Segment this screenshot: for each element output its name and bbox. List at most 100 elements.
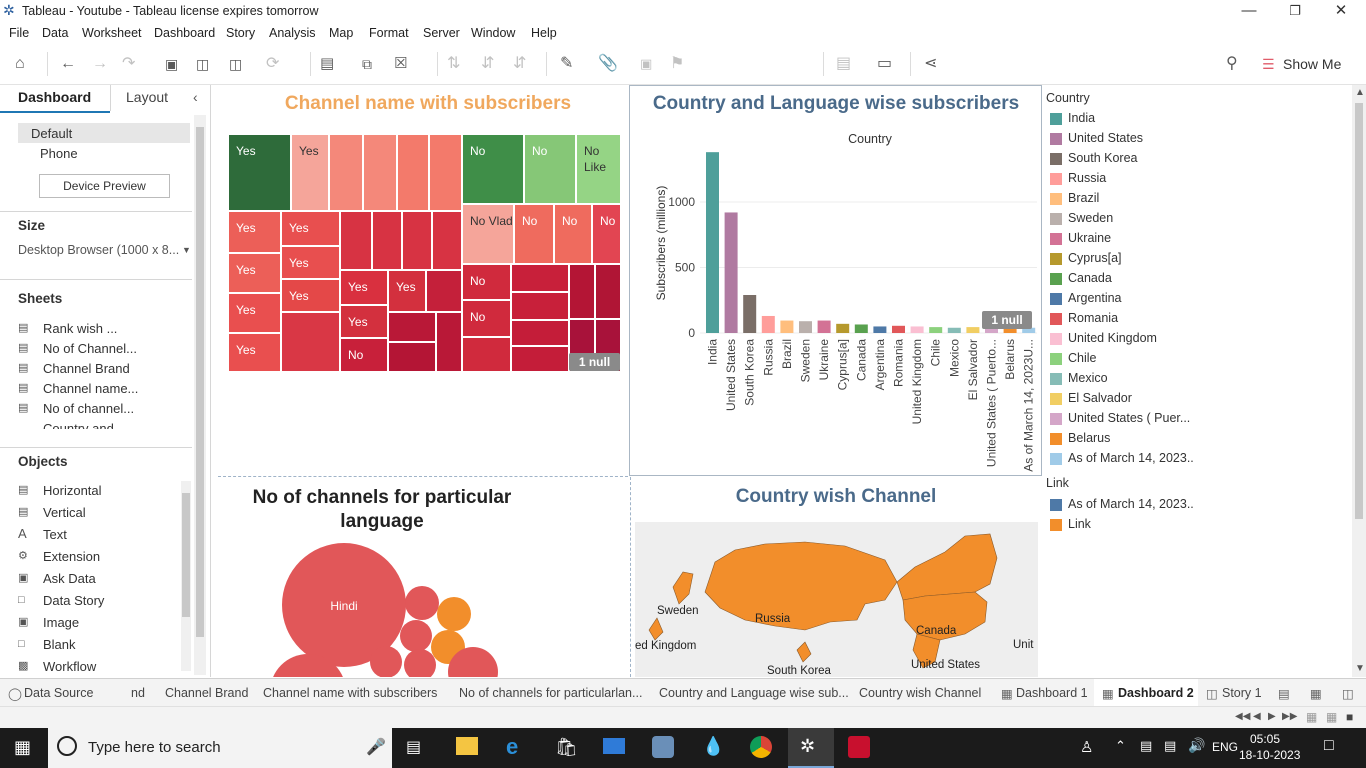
treemap-cell[interactable]: Yes — [228, 293, 281, 333]
task-view-icon[interactable]: ▤ — [406, 739, 422, 756]
bar[interactable] — [929, 327, 943, 333]
filmstrip-view-icon[interactable]: ▦ — [1326, 710, 1338, 724]
bubble-chart[interactable]: Hindi — [256, 540, 556, 677]
bubble[interactable] — [405, 586, 439, 620]
size-dropdown[interactable]: Desktop Browser (1000 x 8... — [18, 243, 180, 257]
treemap-cell[interactable]: Yes — [340, 270, 388, 305]
undo-icon[interactable]: ← — [60, 55, 76, 72]
object-workflow[interactable]: Workflow — [43, 659, 97, 674]
bar[interactable] — [706, 152, 719, 333]
grid-view-icon[interactable]: ▦ — [1306, 710, 1318, 724]
store-icon[interactable]: 🛍 — [555, 737, 578, 757]
language-indicator[interactable]: ENG — [1212, 740, 1239, 754]
tab-data-source[interactable]: Data Source — [24, 686, 94, 700]
treemap-cell[interactable] — [388, 312, 436, 342]
treemap-cell[interactable] — [511, 264, 569, 292]
treemap-cell[interactable] — [511, 346, 569, 372]
treemap-cell[interactable]: No — [462, 264, 511, 300]
bubble[interactable] — [370, 646, 402, 677]
bar[interactable] — [799, 321, 812, 333]
bar[interactable] — [966, 327, 980, 333]
tab-sheet[interactable]: Channel Brand — [165, 686, 249, 700]
tab-sheet[interactable]: Country wish Channel — [859, 686, 982, 700]
treemap-cell[interactable] — [426, 270, 462, 312]
tab-sheet[interactable]: Channel name with subscribers — [263, 686, 438, 700]
cards-icon[interactable]: ▤ — [836, 55, 852, 72]
home-icon[interactable]: ⌂ — [15, 55, 25, 72]
treemap-cell[interactable]: No Like — [576, 134, 621, 204]
paint-icon[interactable]: 💧 — [702, 736, 725, 756]
bar[interactable] — [724, 212, 738, 333]
group-icon[interactable]: 📎 — [598, 55, 618, 72]
treemap-cell[interactable]: Yes — [291, 134, 329, 211]
menu-dashboard[interactable]: Dashboard — [154, 26, 216, 40]
nav-last-icon[interactable]: ▶▶ — [1282, 711, 1298, 722]
map-russia[interactable] — [704, 541, 898, 631]
object-data-story[interactable]: Data Story — [43, 593, 105, 608]
treemap-cell[interactable]: Yes — [340, 305, 388, 338]
sheet-item[interactable]: No of Channel... — [43, 341, 137, 356]
app-icon[interactable] — [652, 736, 674, 758]
treemap-cell[interactable]: No — [340, 338, 388, 372]
treemap-cell[interactable] — [569, 264, 595, 319]
bar[interactable] — [947, 327, 961, 333]
treemap[interactable]: Yes Yes No No No Like Yes Yes No Vlad No… — [228, 134, 621, 372]
fix-axes-icon[interactable]: ⚑ — [670, 55, 685, 72]
menu-format[interactable]: Format — [369, 26, 409, 40]
refresh-icon[interactable]: ⟳ — [266, 55, 280, 72]
object-vertical[interactable]: Vertical — [43, 505, 86, 520]
wifi-icon[interactable]: ▤ — [1164, 738, 1177, 753]
tab-dashboard[interactable]: Dashboard — [18, 89, 92, 105]
tab-dashboard-2[interactable]: Dashboard 2 — [1118, 686, 1194, 700]
treemap-cell[interactable] — [402, 211, 432, 270]
bubble[interactable] — [400, 620, 432, 652]
object-ask-data[interactable]: Ask Data — [43, 571, 96, 586]
treemap-cell[interactable] — [363, 134, 397, 211]
nav-first-icon[interactable]: ◀◀ — [1235, 711, 1251, 722]
treemap-cell[interactable]: Yes — [228, 134, 291, 211]
nav-prev-icon[interactable]: ◀ — [1253, 711, 1261, 722]
menu-server[interactable]: Server — [423, 26, 460, 40]
tabs-view-icon[interactable]: ■ — [1346, 710, 1354, 724]
sheet-item[interactable]: No of channel... — [43, 401, 135, 416]
sort-descending-icon[interactable]: ⇵ — [513, 55, 527, 72]
treemap-cell[interactable] — [372, 211, 402, 270]
sheets-scrollbar[interactable] — [194, 115, 206, 675]
people-icon[interactable]: ♙ — [1080, 739, 1094, 756]
new-worksheet-tab-icon[interactable]: ▤ — [1278, 687, 1290, 701]
collapse-pane-icon[interactable]: ‹ — [193, 89, 198, 105]
minimize-button[interactable]: — — [1241, 2, 1257, 19]
scroll-up-icon[interactable]: ▲ — [1355, 87, 1365, 98]
bubble-hindi[interactable] — [282, 543, 406, 667]
map-us[interactable] — [902, 591, 988, 641]
volume-icon[interactable]: 🔊 — [1188, 737, 1206, 753]
treemap-cell[interactable]: Yes — [228, 211, 281, 253]
windows-start-icon[interactable]: ▦ — [14, 737, 32, 757]
bubble[interactable] — [437, 597, 471, 631]
treemap-cell[interactable] — [281, 312, 340, 372]
mail-icon[interactable] — [603, 738, 625, 754]
object-horizontal[interactable]: Horizontal — [43, 483, 102, 498]
pause-updates-icon[interactable]: ◫ — [229, 56, 243, 72]
show-me-button[interactable]: Show Me — [1283, 56, 1342, 72]
clock-date[interactable]: 18-10-2023 — [1239, 748, 1301, 762]
treemap-cell[interactable]: No — [554, 204, 592, 264]
notifications-icon[interactable]: □ — [1324, 737, 1334, 754]
treemap-cell[interactable] — [388, 342, 436, 372]
map[interactable]: Sweden Russia ed Kingdom South Korea Can… — [635, 522, 1038, 677]
clear-icon[interactable]: ☒ — [394, 55, 408, 72]
sheet-item[interactable]: Channel name... — [43, 381, 139, 396]
replay-icon[interactable]: ↷ — [122, 55, 136, 72]
bar[interactable] — [910, 326, 924, 333]
bar[interactable] — [873, 326, 887, 333]
duplicate-icon[interactable]: ⧉ — [362, 56, 372, 72]
treemap-cell[interactable]: No — [462, 300, 511, 337]
tab-sheet[interactable]: nd — [131, 686, 145, 700]
labels-icon[interactable]: ▣ — [640, 56, 653, 71]
bubble[interactable] — [270, 654, 346, 677]
tab-dashboard-1[interactable]: Dashboard 1 — [1016, 686, 1088, 700]
bar[interactable] — [836, 323, 850, 333]
taskbar-search[interactable]: Type here to search 🎤 — [48, 728, 392, 768]
edge-icon[interactable]: e — [506, 734, 519, 759]
object-text[interactable]: Text — [43, 527, 67, 542]
